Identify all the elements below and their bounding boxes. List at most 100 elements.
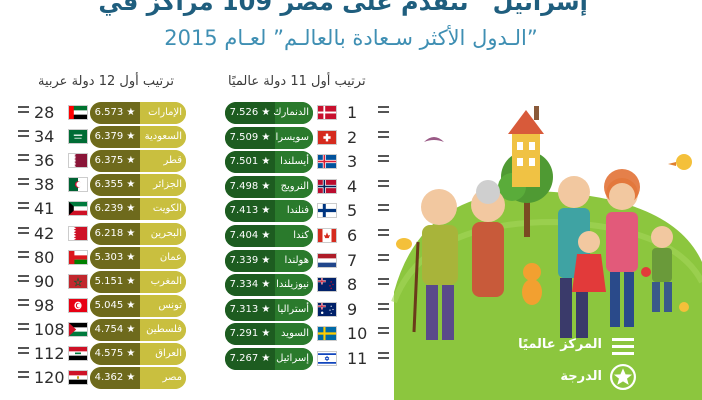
- ranking-row: 2 7.509 ★ سويسرا: [225, 126, 389, 149]
- flag-algeria-icon: [68, 177, 88, 193]
- equals-bars-icon: [18, 371, 29, 383]
- ranking-row: 5 7.413 ★ فنلندا: [225, 200, 389, 223]
- ranking-row: 38 6.355 ★ الجزائر: [18, 174, 220, 197]
- rank-number: 98: [34, 295, 55, 315]
- rank-number: 3: [347, 152, 358, 172]
- equals-bars-icon: [378, 130, 389, 143]
- flag-saudi-icon: [68, 129, 88, 145]
- arab-column-header: ترتيب أول 12 دولة عربية: [38, 74, 174, 89]
- ranking-row: 90 5.151 ★ المغرب: [18, 270, 220, 293]
- ranking-row: 1 7.526 ★ الدنمارك: [225, 102, 389, 124]
- ranking-row: 80 5.303 ★ عمان: [18, 246, 220, 269]
- flag-uae-icon: [68, 105, 88, 120]
- flag-iceland-icon: [317, 154, 337, 170]
- country-pill: 6.239 ★ الكويت: [90, 198, 186, 221]
- country-name: الدنمارك: [273, 102, 313, 124]
- bee: [396, 238, 412, 250]
- score-value: 7.267 ★: [225, 348, 275, 370]
- rank-number: 36: [34, 151, 55, 171]
- flag-morocco-icon: [68, 273, 88, 289]
- equals-bars-icon: [378, 327, 389, 339]
- country-pill: 7.413 ★ فنلندا: [225, 200, 313, 223]
- ranking-row: 4 7.498 ★ النرويج: [225, 175, 389, 198]
- score-value: 7.526 ★: [225, 102, 275, 124]
- equals-bars-icon: [378, 179, 389, 192]
- flag-australia-icon: [317, 301, 337, 317]
- flag-norway-icon: [317, 178, 337, 194]
- score-value: 4.754 ★: [90, 318, 140, 341]
- country-pill: 7.339 ★ هولندا: [225, 249, 313, 272]
- equals-bars-icon: [612, 336, 634, 356]
- country-pill: 7.291 ★ السويد: [225, 323, 313, 346]
- flag-canada-icon: [317, 228, 337, 243]
- cat: [523, 263, 541, 281]
- country-name: البحرين: [140, 222, 186, 245]
- country-pill: 6.375 ★ قطر: [90, 150, 186, 173]
- country-name: إسرائيل: [275, 348, 313, 370]
- ranking-row: 108 4.754 ★ فلسطين: [18, 318, 220, 341]
- country-name: تونس: [140, 294, 186, 317]
- equals-bars-icon: [18, 226, 29, 239]
- score-value: 4.575 ★: [90, 343, 140, 365]
- flag-qatar-icon: [68, 153, 88, 169]
- flag-switzerland-icon: [317, 129, 337, 145]
- ranking-row: 8 7.334 ★ نيوزيلندا: [225, 274, 389, 297]
- country-pill: 4.362 ★ مصر: [90, 367, 186, 390]
- score-value: 7.404 ★: [225, 225, 275, 247]
- ranking-row: 98 5.045 ★ تونس: [18, 294, 220, 317]
- equals-bars-icon: [18, 347, 29, 359]
- page-title: “إسرائيل” تتقدم على مصر 109 مراكز في: [98, 0, 604, 16]
- country-pill: 5.045 ★ تونس: [90, 294, 186, 317]
- rank-number: 42: [34, 223, 55, 243]
- score-value: 6.218 ★: [90, 222, 140, 245]
- country-name: قطر: [140, 150, 186, 173]
- equals-bars-icon: [18, 154, 29, 166]
- flag-denmark-icon: [317, 105, 337, 120]
- rank-number: 108: [34, 319, 65, 339]
- equals-bars-icon: [378, 278, 389, 290]
- equals-bars-icon: [378, 155, 389, 167]
- country-name: هولندا: [275, 249, 313, 272]
- rank-number: 112: [34, 344, 65, 363]
- ranking-row: 3 7.501 ★ أيسلندا: [225, 151, 389, 174]
- country-name: سويسرا: [275, 126, 313, 149]
- grandfather: [421, 189, 457, 225]
- flag-oman-icon: [68, 249, 88, 265]
- country-pill: 6.355 ★ الجزائر: [90, 174, 186, 197]
- country-name: أيسلندا: [275, 151, 313, 174]
- boy: [651, 226, 673, 248]
- girl: [578, 231, 600, 253]
- score-value: 6.375 ★: [90, 150, 140, 173]
- flag-israel-icon: [317, 351, 337, 366]
- legend-score-label: الدرجة: [560, 369, 602, 384]
- rank-number: 120: [34, 368, 65, 388]
- country-name: نيوزيلندا: [275, 274, 313, 297]
- flag-finland-icon: [317, 203, 337, 219]
- country-pill: 6.218 ★ البحرين: [90, 222, 186, 245]
- rank-number: 2: [347, 127, 358, 147]
- equals-bars-icon: [18, 130, 29, 142]
- country-pill: 7.498 ★ النرويج: [225, 175, 313, 198]
- country-name: كندا: [275, 225, 313, 247]
- country-pill: 6.573 ★ الإمارات: [90, 102, 186, 124]
- country-pill: 7.334 ★ نيوزيلندا: [225, 274, 313, 297]
- ranking-row: 9 7.313 ★ أستراليا: [225, 298, 389, 321]
- score-value: 7.291 ★: [225, 323, 275, 346]
- country-name: العراق: [140, 343, 186, 365]
- score-value: 5.045 ★: [90, 294, 140, 317]
- rank-number: 90: [34, 271, 55, 291]
- equals-bars-icon: [18, 250, 29, 263]
- score-value: 6.239 ★: [90, 198, 140, 221]
- score-value: 7.313 ★: [225, 298, 275, 321]
- bird: [424, 137, 444, 142]
- equals-bars-icon: [18, 178, 29, 190]
- ranking-row: 112 4.575 ★ العراق: [18, 343, 220, 365]
- equals-bars-icon: [18, 322, 29, 335]
- rank-number: 38: [34, 175, 55, 195]
- star-icon: [610, 364, 636, 390]
- flag-iraq-icon: [68, 346, 88, 361]
- house: [512, 132, 540, 187]
- equals-bars-icon: [378, 352, 389, 364]
- rank-number: 8: [347, 275, 358, 295]
- rank-number: 11: [347, 349, 368, 368]
